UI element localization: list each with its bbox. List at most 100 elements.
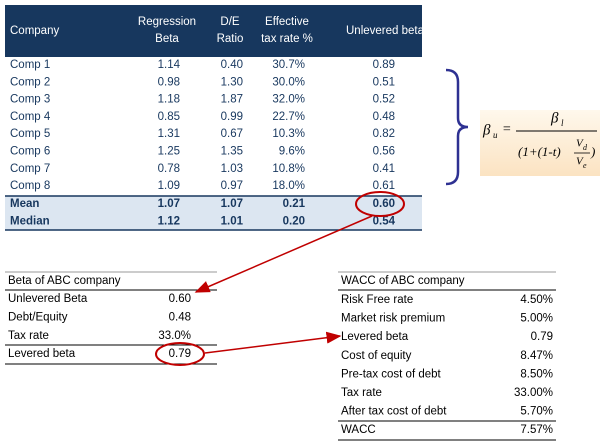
cell: 1.31: [158, 128, 180, 140]
row-label: Tax rate: [341, 387, 382, 399]
cell: Comp 8: [10, 180, 50, 192]
row-label: Levered beta: [8, 348, 76, 360]
cell: 1.35: [221, 146, 243, 158]
peer-table: Company Regression Beta D/E Ratio Effective ta…: [5, 5, 425, 231]
cell: 0.97: [221, 180, 243, 192]
arrow: [204, 331, 342, 354]
cell: 30.0%: [272, 76, 305, 88]
cell: 1.87: [221, 94, 243, 106]
row-value: 0.60: [169, 293, 191, 305]
subscript: l: [561, 118, 564, 128]
cell: Comp 4: [10, 111, 51, 123]
symbol: V: [576, 156, 584, 168]
column-header: Unlevered beta: [346, 25, 425, 37]
row-label: Market risk premium: [341, 313, 445, 325]
highlight-ellipse: [355, 191, 405, 217]
row-label: Unlevered Beta: [8, 293, 88, 305]
summary-cell: 1.12: [158, 215, 180, 227]
cell: 22.7%: [272, 111, 305, 123]
row-label: Cost of equity: [341, 350, 412, 362]
symbol: =: [502, 122, 511, 137]
cell: 0.89: [373, 59, 395, 71]
summary-cell: 0.54: [373, 215, 396, 227]
cell: 0.98: [158, 76, 180, 88]
row-value: 7.57%: [520, 424, 553, 436]
subscript: u: [493, 130, 498, 140]
cell: 0.61: [373, 180, 395, 192]
column-header: Effective: [265, 16, 309, 28]
cell: 1.03: [221, 163, 243, 175]
cell: Comp 3: [10, 94, 50, 106]
row-value: 8.50%: [520, 368, 553, 380]
row-value: 0.79: [169, 348, 191, 360]
beta-table: Beta of ABC company Unlevered Beta 0.60 Deb…: [5, 271, 217, 365]
cell: 1.09: [158, 180, 180, 192]
row-value: 4.50%: [520, 294, 553, 306]
row-value: 0.48: [169, 311, 191, 323]
cell: Comp 2: [10, 76, 50, 88]
cell: 1.25: [158, 146, 180, 158]
row-label: WACC: [341, 424, 376, 436]
row-label: After tax cost of debt: [341, 406, 447, 418]
cell: 10.8%: [272, 163, 305, 175]
row-label: Tax rate: [8, 330, 49, 342]
cell: 0.41: [373, 163, 395, 175]
symbol: ): [590, 144, 595, 159]
summary-cell: 1.07: [221, 198, 243, 210]
cell: 9.6%: [279, 146, 305, 158]
summary-cell: 0.21: [283, 198, 306, 210]
summary-cell: Mean: [10, 198, 39, 210]
cell: 0.78: [158, 163, 180, 175]
summary-cell: Median: [10, 215, 50, 227]
cell: Comp 1: [10, 59, 50, 71]
row-value: 8.47%: [520, 350, 553, 362]
table-title: WACC of ABC company: [341, 275, 465, 287]
cell: 0.52: [373, 94, 395, 106]
subscript: e: [583, 161, 587, 170]
formula-box: [480, 110, 600, 176]
row-value: 0.79: [531, 331, 553, 343]
row-label: Risk Free rate: [341, 294, 413, 306]
arrow: [194, 215, 373, 293]
column-header: tax rate %: [261, 33, 313, 45]
symbol: V: [576, 138, 584, 150]
highlight-ellipse: [155, 342, 205, 366]
symbol: β: [482, 122, 491, 138]
cell: 0.85: [158, 111, 180, 123]
cell: 1.14: [158, 59, 181, 71]
cell: 10.3%: [272, 128, 305, 140]
row-value: 33.00%: [514, 387, 553, 399]
cell: 0.82: [373, 128, 395, 140]
row-label: Debt/Equity: [8, 311, 68, 323]
cell: Comp 7: [10, 163, 50, 175]
row-value: 5.70%: [520, 406, 553, 418]
summary-cell: 1.01: [221, 215, 244, 227]
cell: 0.51: [373, 76, 395, 88]
table-title: Beta of ABC company: [8, 275, 121, 287]
formula: β u =β l(1+(1-t)V dV e): [480, 110, 600, 176]
summary-cell: 0.60: [373, 198, 395, 210]
cell: 0.40: [221, 59, 243, 71]
cell: 1.30: [221, 76, 243, 88]
cell: 30.7%: [272, 59, 305, 71]
symbol: β: [550, 110, 559, 126]
column-header: Company: [10, 25, 59, 37]
subscript: d: [583, 143, 588, 152]
row-value: 5.00%: [520, 313, 553, 325]
cell: Comp 5: [10, 128, 50, 140]
cell: 0.67: [221, 128, 243, 140]
row-label: Pre-tax cost of debt: [341, 368, 442, 380]
summary-cell: 0.20: [283, 215, 305, 227]
wacc-table: WACC of ABC company Risk Free rate 4.50% Ma…: [338, 271, 556, 441]
summary-bg: [5, 196, 422, 230]
cell: 32.0%: [272, 94, 305, 106]
column-header: Regression: [138, 16, 196, 28]
cell: 0.99: [221, 111, 243, 123]
summary-cell: 1.07: [158, 198, 180, 210]
cell: 1.18: [158, 94, 180, 106]
row-value: 33.0%: [158, 330, 191, 342]
symbol: (1+(1-t): [518, 144, 561, 159]
cell: Comp 6: [10, 146, 50, 158]
column-header: D/E: [220, 16, 240, 28]
